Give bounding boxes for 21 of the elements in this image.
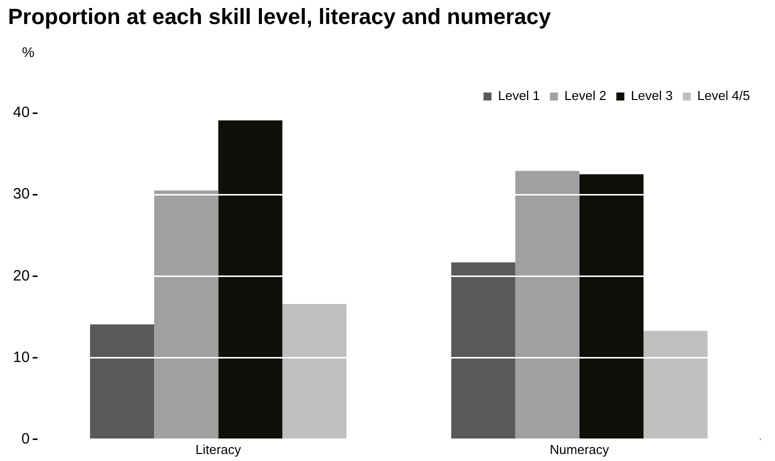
legend-label: Level 1 [498,88,540,104]
bar [218,120,282,439]
bar [451,262,516,439]
y-tick-label: 10 [12,348,30,366]
legend-label: Level 4/5 [697,88,750,104]
legend-label: Level 2 [564,88,606,104]
bar [282,304,346,439]
chart-title: Proportion at each skill level, literacy and numeracy [8,4,551,30]
y-tick-label: 30 [12,186,30,203]
y-axis-title: % [22,44,34,60]
legend-label: Level 3 [630,88,673,104]
bar [90,324,154,439]
x-tick-label: Literacy [196,442,242,457]
bar [644,330,708,439]
y-tick-label: 20 [12,267,30,284]
y-tick-label: 0 [21,430,30,448]
bar [154,190,218,439]
bar [515,170,580,439]
bar [579,174,644,439]
y-tick-label: 40 [12,104,30,122]
x-tick-label: Numeracy [550,442,610,457]
